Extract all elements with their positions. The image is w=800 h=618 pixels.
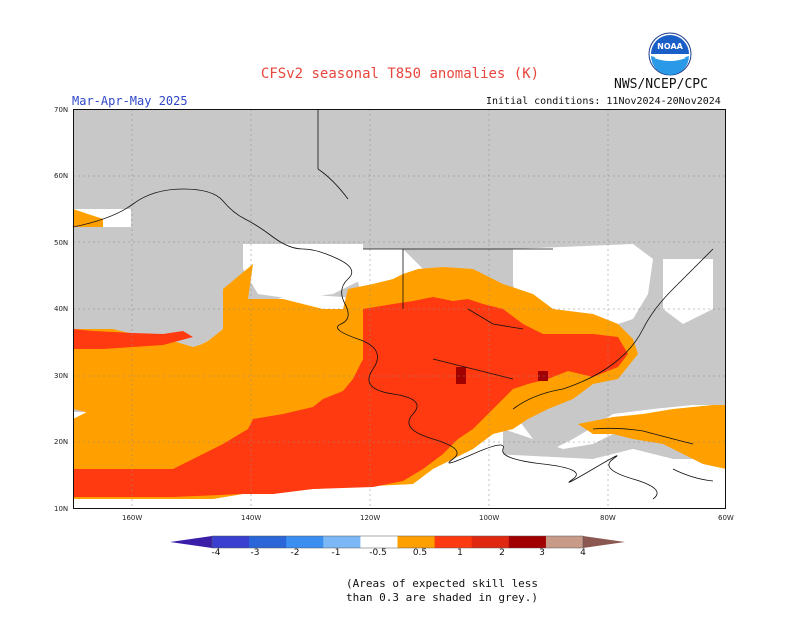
logo-text: NOAA: [657, 42, 683, 51]
colorbar-arrow-right: [583, 536, 625, 548]
colorbar-segment: [323, 536, 361, 548]
colorbar-label: -2: [290, 548, 300, 558]
lat-label: 50N: [54, 239, 69, 247]
colorbar-label: 0.5: [412, 548, 428, 558]
colorbar-segment: [397, 536, 436, 548]
lat-label: 30N: [54, 372, 69, 380]
anomaly-1-to-2-regions: [73, 297, 628, 497]
colorbar-label: -3: [250, 548, 260, 558]
colorbar-segments: [212, 536, 584, 548]
lat-label: 60N: [54, 172, 69, 180]
lon-label: 160W: [122, 514, 143, 522]
colorbar-label: -1: [331, 548, 341, 558]
agency-label: NWS/NCEP/CPC: [614, 77, 708, 92]
colorbar: [170, 535, 625, 549]
colorbar-label: 4: [580, 548, 586, 558]
colorbar-label: -0.5: [369, 548, 387, 558]
coastlines: [73, 109, 714, 500]
colorbar-segment: [508, 536, 547, 548]
colorbar-segment: [286, 536, 324, 548]
season-label: Mar-Apr-May 2025: [72, 94, 188, 108]
lat-label: 20N: [54, 438, 69, 446]
colorbar-label: 2: [499, 548, 505, 558]
lat-label: 40N: [54, 305, 69, 313]
initial-conditions-label: Initial conditions: 11Nov2024-20Nov2024: [486, 96, 721, 107]
colorbar-segment: [471, 536, 510, 548]
graticule: [73, 109, 726, 509]
colorbar-segment: [360, 536, 398, 548]
anomaly-map: [73, 109, 726, 509]
lat-label: 70N: [54, 106, 69, 114]
colorbar-segment: [545, 536, 584, 548]
colorbar-arrow-left: [170, 536, 212, 548]
colorbar-segment: [434, 536, 473, 548]
colorbar-label: 3: [539, 548, 545, 558]
skill-note-line2: than 0.3 are shaded in grey.): [346, 591, 539, 604]
colorbar-segment: [212, 536, 250, 548]
lat-label: 10N: [54, 505, 69, 513]
lon-label: 120W: [360, 514, 381, 522]
colorbar-label: -4: [211, 548, 221, 558]
lon-label: 140W: [241, 514, 262, 522]
map-frame: [73, 109, 726, 509]
skill-note: (Areas of expected skill less than 0.3 a…: [346, 577, 538, 605]
colorbar-segment: [249, 536, 287, 548]
chart-title: CFSv2 seasonal T850 anomalies (K): [260, 66, 540, 82]
lon-label: 100W: [479, 514, 500, 522]
lon-label: 60W: [718, 514, 734, 522]
lon-label: 80W: [600, 514, 616, 522]
skill-note-line1: (Areas of expected skill less: [346, 577, 539, 590]
noaa-logo: NOAA: [648, 32, 692, 76]
colorbar-label: 1: [457, 548, 463, 558]
